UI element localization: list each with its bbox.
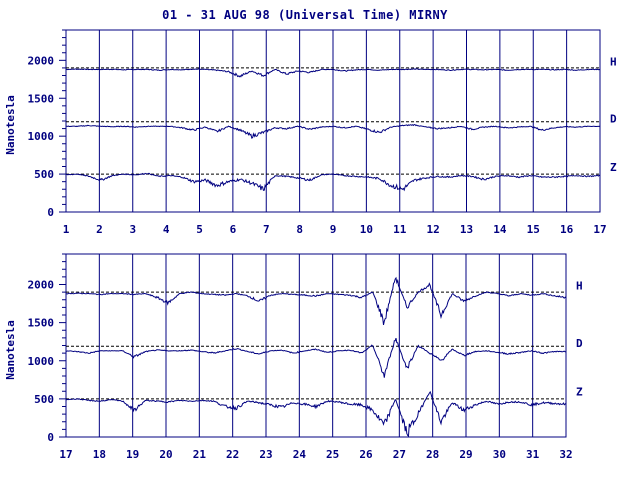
x-tick-label: 22 [226, 448, 239, 461]
x-tick-label: 31 [526, 448, 540, 461]
bottom-panel: 17 18 19 20 21 22 23 24 25 26 27 28 29 30 31 32 0 500 1000… [4, 253, 583, 461]
x-tick-label: 7 [263, 223, 270, 236]
series-label-Z: Z [576, 386, 583, 399]
y-tick-label: 1500 [28, 317, 55, 330]
x-tick-label: 4 [163, 223, 170, 236]
x-tick-label: 14 [493, 223, 507, 236]
x-tick-label: 17 [593, 223, 606, 236]
x-tick-label: 6 [230, 223, 237, 236]
y-tick-label: 1000 [28, 355, 55, 368]
x-tick-label: 23 [259, 448, 272, 461]
series-H-trace [65, 276, 567, 326]
y-tick-label: 2000 [28, 54, 55, 67]
series-Z-trace [66, 172, 601, 192]
series-label-H: H [610, 55, 617, 68]
y-axis-label: Nanotesla [4, 95, 17, 155]
x-tick-label: 19 [126, 448, 139, 461]
x-tick-label: 20 [159, 448, 172, 461]
x-tick-label: 12 [427, 223, 440, 236]
x-tick-label: 18 [93, 448, 106, 461]
x-tick-label: 8 [296, 223, 303, 236]
x-tick-label: 16 [560, 223, 574, 236]
series-label-Z: Z [610, 161, 617, 174]
x-tick-label: 1 [63, 223, 70, 236]
x-tick-label: 17 [59, 448, 72, 461]
x-tick-label: 2 [96, 223, 103, 236]
series-D-trace [65, 337, 567, 378]
x-tick-label: 28 [426, 448, 439, 461]
series-Z-trace [65, 390, 567, 437]
x-tick-label: 11 [393, 223, 407, 236]
chart-title: 01 - 31 AUG 98 (Universal Time) MIRNY [162, 8, 448, 22]
x-tick-label: 27 [393, 448, 406, 461]
series-label-H: H [576, 280, 583, 293]
x-tick-label: 30 [493, 448, 506, 461]
x-tick-label: 29 [459, 448, 472, 461]
series-label-D: D [576, 337, 583, 350]
series-H-trace [66, 68, 601, 78]
y-tick-label: 1500 [28, 92, 55, 105]
x-tick-label: 15 [527, 223, 540, 236]
y-tick-label: 0 [47, 431, 54, 444]
series-label-D: D [610, 112, 617, 125]
x-tick-label: 10 [360, 223, 373, 236]
x-tick-label: 21 [193, 448, 207, 461]
y-axis-label: Nanotesla [4, 320, 17, 380]
y-tick-label: 500 [34, 393, 54, 406]
y-tick-label: 1000 [28, 130, 55, 143]
x-tick-label: 24 [293, 448, 307, 461]
x-tick-label: 5 [196, 223, 203, 236]
x-tick-label: 26 [359, 448, 373, 461]
series-D-trace [65, 123, 601, 139]
x-tick-label: 25 [326, 448, 339, 461]
x-tick-label: 13 [460, 223, 473, 236]
x-tick-label: 9 [330, 223, 337, 236]
top-panel: 1 2 3 4 5 6 7 8 9 10 11 12 13 14 15 16 17050010001500200… [4, 29, 617, 236]
plot-frame [65, 253, 567, 438]
y-tick-label: 500 [34, 168, 54, 181]
x-tick-label: 3 [129, 223, 136, 236]
x-tick-label: 32 [559, 448, 572, 461]
y-tick-label: 0 [47, 206, 54, 219]
y-tick-label: 2000 [28, 279, 55, 292]
